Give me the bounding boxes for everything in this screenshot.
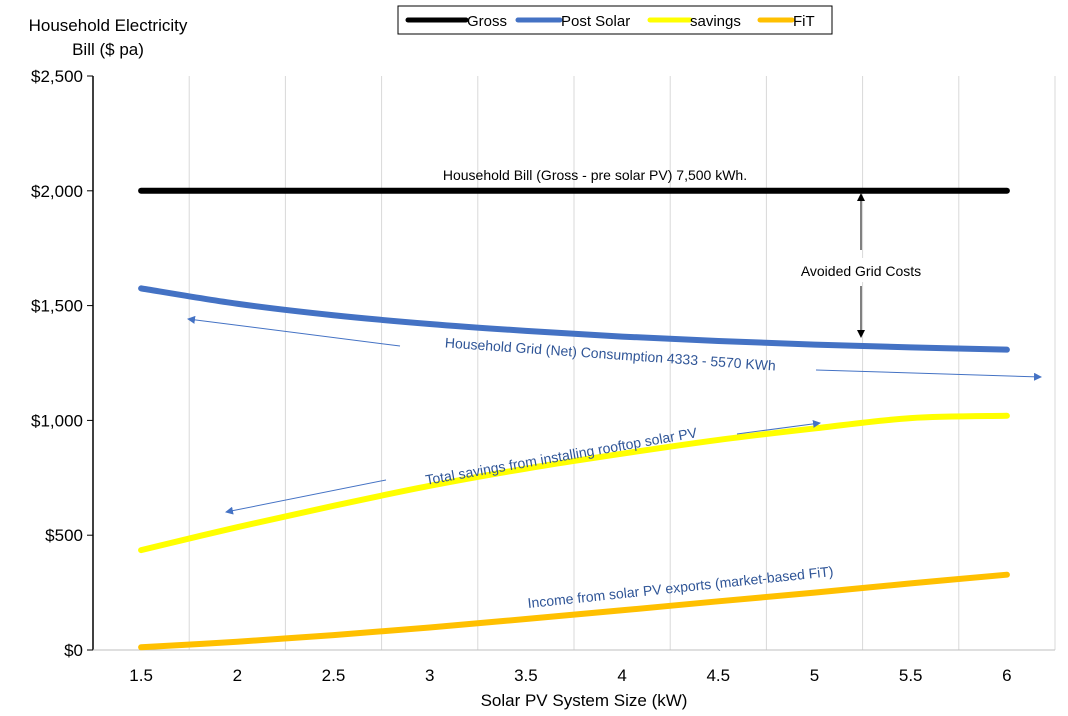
- avoided-costs-label-bg: [784, 258, 938, 282]
- legend-label-post-solar: Post Solar: [561, 13, 630, 30]
- savings-arrow-right: [736, 419, 821, 435]
- x-axis-label: Solar PV System Size (kW): [481, 691, 688, 710]
- net-consumption-arrow-left: [187, 315, 401, 347]
- series-line-post-solar: [138, 285, 1010, 353]
- series-line-savings: [138, 412, 1010, 554]
- annotation-gross-bill: Household Bill (Gross - pre solar PV) 7,…: [443, 167, 747, 183]
- legend-label-savings: savings: [690, 13, 741, 30]
- x-tick-label: 2.5: [322, 666, 346, 685]
- axes: [87, 75, 1055, 651]
- annotation-total-savings: Total savings from installing rooftop so…: [424, 424, 699, 488]
- y-tick-label: $2,500: [31, 67, 83, 86]
- x-tick-label: 3.5: [514, 666, 538, 685]
- x-tick-label: 2: [233, 666, 242, 685]
- y-tick-label: $1,500: [31, 297, 83, 316]
- legend-label-fit: FiT: [793, 13, 815, 30]
- annotation-avoided-grid-costs: Avoided Grid Costs: [801, 263, 921, 279]
- x-tick-label: 1.5: [129, 666, 153, 685]
- tick-labels: $0 $500 $1,000 $1,500 $2,000 $2,500 1.5 2 2.5 3 3.…: [31, 67, 1012, 685]
- x-tick-label: 4: [617, 666, 626, 685]
- legend: Gross Post Solar savings FiT: [397, 5, 833, 35]
- y-axis-label-line-1: Household Electricity: [29, 16, 188, 35]
- x-tick-label: 5.5: [899, 666, 923, 685]
- x-tick-label: 5: [810, 666, 819, 685]
- y-tick-label: $2,000: [31, 182, 83, 201]
- y-tick-label: $0: [64, 641, 83, 660]
- y-tick-label: $1,000: [31, 411, 83, 430]
- x-tick-label: 4.5: [706, 666, 730, 685]
- series-lines: [138, 187, 1010, 651]
- x-tick-label: 3: [425, 666, 434, 685]
- gridlines: [92, 76, 1056, 650]
- x-tick-label: 6: [1002, 666, 1011, 685]
- y-tick-label: $500: [45, 526, 83, 545]
- savings-arrow-left: [225, 479, 387, 515]
- legend-label-gross: Gross: [467, 13, 507, 30]
- series-line-fit: [138, 571, 1010, 651]
- y-axis-label-line-2: Bill ($ pa): [72, 40, 144, 59]
- net-consumption-arrow-right: [815, 369, 1042, 381]
- title-band: [230, 0, 1050, 4]
